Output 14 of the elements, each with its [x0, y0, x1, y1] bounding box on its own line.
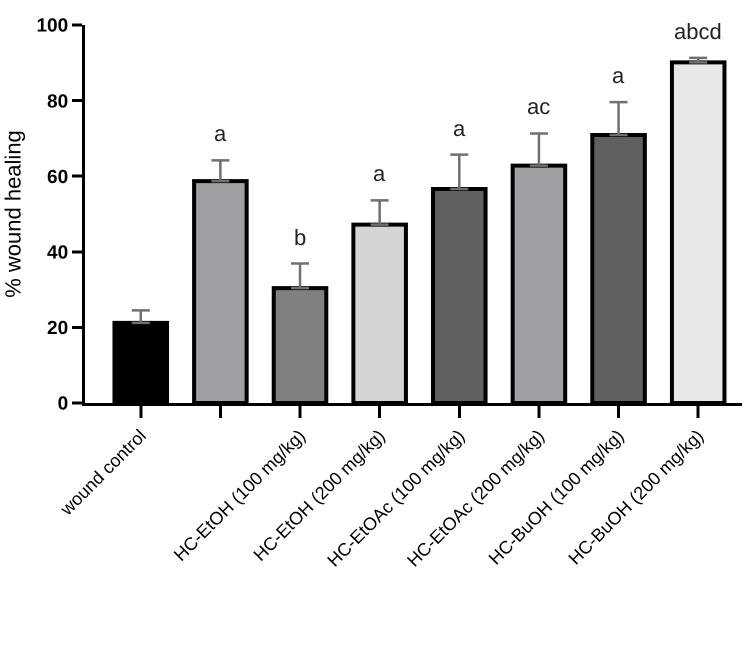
data-label: a [612, 63, 625, 88]
y-tick-label: 40 [47, 242, 68, 264]
y-tick-label: 60 [47, 166, 68, 188]
data-label: a [453, 116, 466, 141]
data-label: a [214, 121, 227, 146]
y-tick-label: 0 [58, 394, 68, 415]
data-label: b [294, 225, 306, 250]
data-label: abcd [674, 19, 722, 44]
y-tick-label: 80 [47, 91, 68, 112]
data-label: ac [527, 94, 550, 119]
y-axis-title: % wound healing [0, 130, 26, 298]
y-tick-label: 100 [36, 16, 68, 37]
y-tick-label: 20 [47, 318, 68, 340]
data-label: a [373, 161, 386, 186]
